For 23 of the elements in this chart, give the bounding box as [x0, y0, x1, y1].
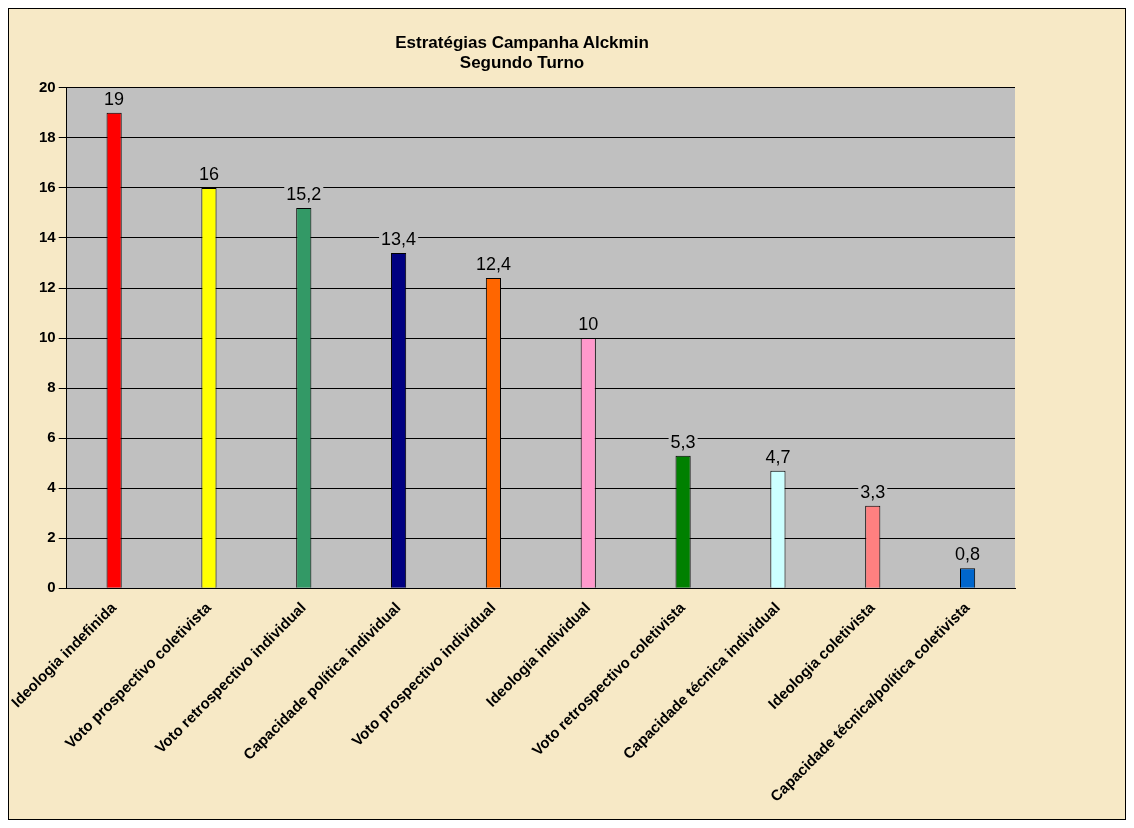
data-label: 10: [578, 314, 599, 335]
y-tick-label: 18: [39, 127, 56, 145]
chart-title: Estratégias Campanha Alckmin: [395, 32, 649, 52]
data-label: 16: [198, 163, 219, 184]
data-label: 12,4: [475, 253, 511, 274]
y-tick-label: 10: [39, 328, 56, 346]
y-tick-label: 16: [39, 178, 56, 196]
data-label: 0,8: [955, 544, 981, 565]
y-tick-label: 2: [47, 528, 56, 546]
y-tick-label: 6: [47, 428, 56, 446]
chart-subtitle: Segundo Turno: [459, 53, 585, 73]
data-label: 19: [104, 88, 125, 109]
y-tick-label: 12: [39, 278, 56, 296]
data-label: 13,4: [381, 228, 417, 249]
y-tick-label: 14: [39, 228, 57, 246]
y-tick-label: 8: [47, 378, 56, 396]
data-label: 5,3: [670, 431, 696, 452]
y-tick-label: 4: [47, 478, 57, 496]
y-tick-label: 0: [47, 578, 56, 596]
data-label: 4,7: [765, 446, 791, 467]
data-label: 3,3: [860, 481, 886, 502]
y-tick-label: 20: [39, 77, 56, 95]
data-label: 15,2: [286, 183, 322, 204]
